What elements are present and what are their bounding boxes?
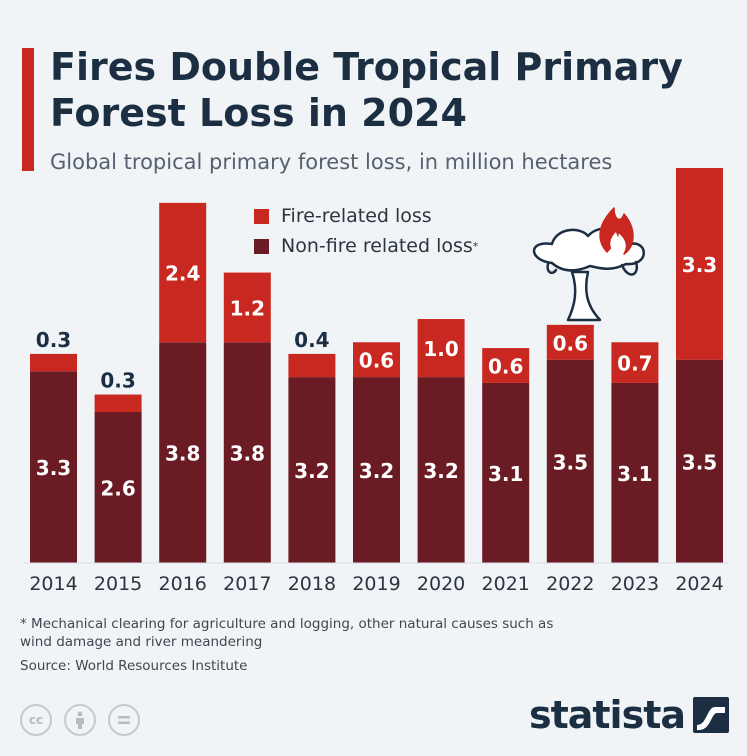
statista-logo-icon	[693, 697, 729, 733]
label-nonfire-2016: 3.8	[165, 442, 200, 466]
cc-icon[interactable]: cc	[20, 704, 52, 736]
bar-nonfire-2015	[94, 411, 142, 563]
label-nonfire-2022: 3.5	[553, 450, 588, 474]
label-fire-2017: 1.2	[230, 296, 265, 320]
label-fire-2015: 0.3	[100, 369, 135, 393]
chart-subtitle: Global tropical primary forest loss, in …	[50, 150, 613, 174]
bar-nonfire-2022	[546, 359, 594, 563]
x-tick-2017: 2017	[223, 573, 271, 595]
label-fire-2022: 0.6	[553, 331, 588, 355]
label-nonfire-2017: 3.8	[230, 442, 265, 466]
forest-fire-icon	[532, 207, 645, 322]
bar-nonfire-2014	[30, 371, 77, 563]
legend-item-fire: Fire-related loss	[254, 201, 478, 231]
bar-fire-2021	[482, 348, 530, 383]
no-derivatives-icon[interactable]	[108, 704, 140, 736]
x-tick-2024: 2024	[675, 573, 723, 595]
title-accent-bar	[22, 48, 34, 171]
label-fire-2024: 3.3	[682, 253, 717, 277]
x-tick-2019: 2019	[352, 573, 400, 595]
source-note: Source: World Resources Institute	[20, 658, 248, 674]
bar-fire-2016	[159, 202, 207, 343]
x-tick-2021: 2021	[482, 573, 530, 595]
label-nonfire-2019: 3.2	[359, 459, 394, 483]
bar-fire-2024	[676, 168, 723, 360]
label-fire-2018: 0.4	[294, 328, 329, 352]
legend-swatch-nonfire	[254, 238, 269, 254]
stacked-bar-chart: 3.3 0.3 2014 2.6 0.3 2015 3.8 2.4 2016 3.8 1.2 2017…	[24, 168, 728, 595]
label-fire-2021: 0.6	[488, 355, 523, 379]
label-nonfire-2015: 2.6	[100, 476, 135, 500]
label-nonfire-2024: 3.5	[682, 450, 717, 474]
legend-label-fire: Fire-related loss	[281, 205, 432, 227]
bar-nonfire-2017	[223, 342, 271, 563]
x-tick-2014: 2014	[29, 573, 77, 595]
chart-title: Fires Double Tropical Primary Forest Los…	[50, 45, 683, 135]
legend-footnote-marker: *	[472, 239, 479, 253]
bar-nonfire-2018	[288, 377, 336, 563]
bar-fire-2023	[611, 342, 659, 383]
bar-fire-2014	[30, 353, 77, 372]
footnote: * Mechanical clearing for agriculture an…	[20, 616, 554, 650]
label-fire-2023: 0.7	[617, 352, 652, 376]
label-nonfire-2014: 3.3	[36, 456, 71, 480]
bar-fire-2015	[94, 394, 142, 412]
legend: Fire-related loss Non-fire related loss *	[254, 201, 478, 261]
license-icons: cc	[20, 704, 140, 736]
bar-nonfire-2016	[159, 342, 207, 563]
label-fire-2019: 0.6	[359, 349, 394, 373]
x-tick-2020: 2020	[417, 573, 465, 595]
bar-fire-2019	[353, 342, 400, 378]
label-nonfire-2020: 3.2	[423, 459, 458, 483]
bar-fire-2017	[223, 272, 271, 343]
bar-nonfire-2020	[417, 377, 465, 563]
x-tick-2015: 2015	[94, 573, 142, 595]
label-nonfire-2023: 3.1	[617, 462, 652, 486]
bar-nonfire-2024	[676, 359, 723, 563]
x-tick-2016: 2016	[159, 573, 207, 595]
bar-nonfire-2019	[353, 377, 400, 563]
bar-fire-2018	[288, 353, 336, 378]
statista-logo[interactable]: statista	[529, 693, 729, 737]
label-fire-2014: 0.3	[36, 328, 71, 352]
x-tick-2022: 2022	[546, 573, 594, 595]
bar-nonfire-2023	[611, 382, 659, 563]
legend-label-nonfire: Non-fire related loss	[281, 235, 473, 257]
legend-swatch-fire	[254, 208, 269, 224]
bar-fire-2022	[546, 324, 594, 360]
bar-fire-2020	[417, 319, 465, 378]
label-nonfire-2018: 3.2	[294, 459, 329, 483]
legend-item-nonfire: Non-fire related loss *	[254, 231, 478, 261]
label-fire-2020: 1.0	[423, 337, 458, 361]
x-tick-2023: 2023	[611, 573, 659, 595]
attribution-icon[interactable]	[64, 704, 96, 736]
label-fire-2016: 2.4	[165, 262, 200, 286]
brand-wordmark: statista	[528, 693, 686, 737]
bar-nonfire-2021	[482, 382, 530, 563]
x-tick-2018: 2018	[288, 573, 336, 595]
label-nonfire-2021: 3.1	[488, 462, 523, 486]
